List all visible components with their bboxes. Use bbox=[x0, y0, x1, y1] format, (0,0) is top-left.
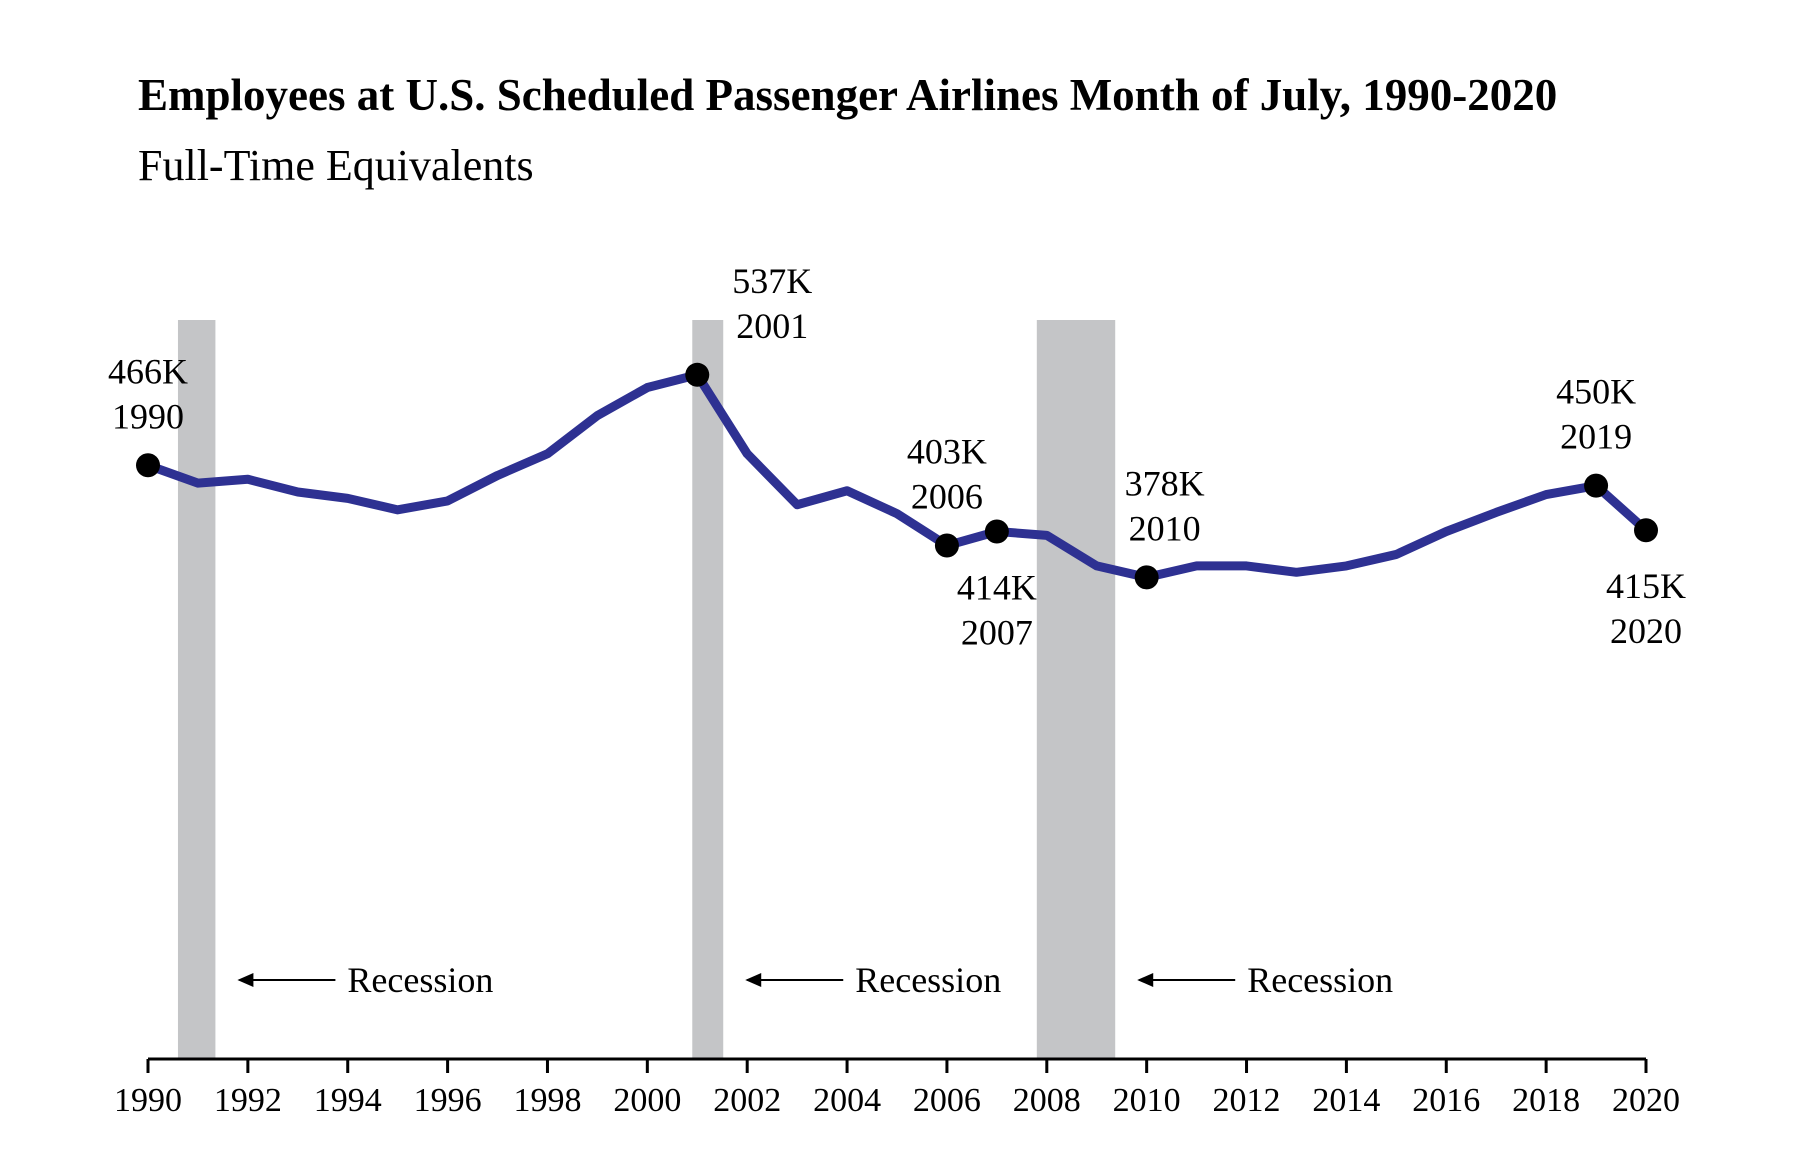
value-label: 378K bbox=[1125, 463, 1205, 503]
data-point bbox=[984, 519, 1009, 544]
x-tick-label: 2020 bbox=[1612, 1082, 1680, 1119]
year-label: 2006 bbox=[911, 477, 983, 517]
x-tick-label: 1990 bbox=[114, 1082, 182, 1119]
recession-label: Recession bbox=[855, 960, 1001, 1000]
value-label: 403K bbox=[907, 432, 987, 472]
x-tick-label: 2010 bbox=[1113, 1082, 1181, 1119]
recession-band bbox=[692, 320, 724, 1059]
value-label: 414K bbox=[957, 568, 1037, 608]
data-point bbox=[934, 533, 959, 558]
value-label: 450K bbox=[1556, 372, 1636, 412]
data-line bbox=[146, 370, 1649, 582]
data-point bbox=[136, 453, 160, 478]
x-tick-label: 2014 bbox=[1312, 1082, 1380, 1119]
value-label: 537K bbox=[732, 261, 812, 301]
year-label: 2010 bbox=[1129, 508, 1201, 548]
recession-band bbox=[177, 320, 216, 1059]
recession-label: Recession bbox=[1247, 960, 1393, 1000]
recession-arrowhead bbox=[237, 973, 254, 987]
x-tick-label: 2008 bbox=[1013, 1082, 1081, 1119]
chart-subtitle: Full-Time Equivalents bbox=[138, 141, 534, 190]
value-label: 466K bbox=[108, 351, 188, 391]
x-tick-label: 2000 bbox=[613, 1082, 681, 1119]
x-tick-label: 1992 bbox=[214, 1082, 282, 1119]
x-tick-label: 2012 bbox=[1213, 1082, 1281, 1119]
x-tick-label: 1994 bbox=[314, 1082, 382, 1119]
data-point bbox=[685, 362, 710, 387]
year-label: 2001 bbox=[736, 306, 808, 346]
x-tick-label: 1998 bbox=[513, 1082, 581, 1119]
value-label: 415K bbox=[1606, 566, 1686, 606]
year-label: 1990 bbox=[112, 396, 184, 436]
data-point bbox=[1584, 473, 1609, 498]
recession-band bbox=[1036, 320, 1116, 1059]
data-point bbox=[1634, 518, 1658, 543]
x-tick-label: 2006 bbox=[913, 1082, 981, 1119]
x-tick-label: 1996 bbox=[414, 1082, 482, 1119]
chart-title: Employees at U.S. Scheduled Passenger Ai… bbox=[138, 70, 1557, 120]
recession-arrowhead bbox=[1137, 973, 1154, 987]
recession-label: Recession bbox=[347, 960, 493, 1000]
year-label: 2019 bbox=[1560, 417, 1632, 457]
x-tick-label: 2016 bbox=[1412, 1082, 1480, 1119]
x-tick-label: 2004 bbox=[813, 1082, 881, 1119]
x-tick-label: 2018 bbox=[1512, 1082, 1580, 1119]
recession-arrowhead bbox=[745, 973, 762, 987]
x-tick-label: 2002 bbox=[713, 1082, 781, 1119]
data-point bbox=[1134, 565, 1159, 590]
year-label: 2020 bbox=[1610, 611, 1682, 651]
year-label: 2007 bbox=[961, 613, 1033, 653]
